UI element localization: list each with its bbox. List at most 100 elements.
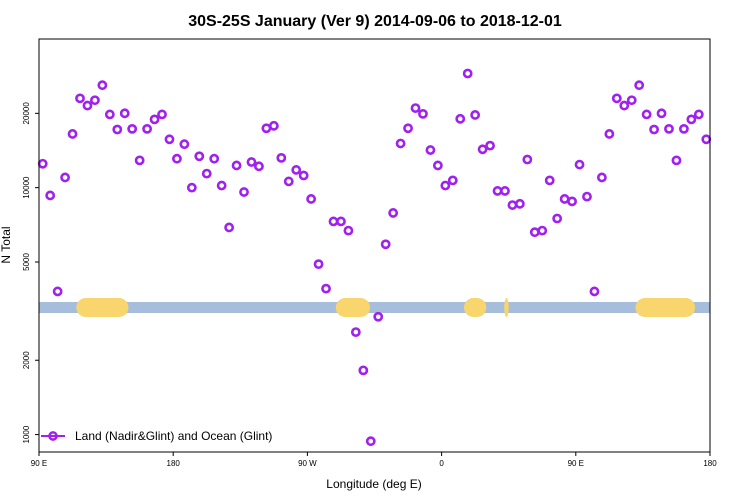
data-point xyxy=(649,124,659,135)
data-point xyxy=(224,222,235,233)
data-point xyxy=(90,95,100,106)
data-point xyxy=(142,123,153,134)
data-point xyxy=(477,144,488,155)
data-point xyxy=(276,152,287,163)
x-tick-label: 90 E xyxy=(568,459,584,468)
data-point xyxy=(507,200,518,210)
x-tick-label: 180 xyxy=(703,459,717,468)
data-point xyxy=(172,153,182,164)
data-point xyxy=(365,436,376,447)
land-segment xyxy=(335,298,371,317)
data-points xyxy=(37,68,712,447)
legend-marker xyxy=(48,431,58,441)
data-point xyxy=(641,109,652,120)
data-point xyxy=(209,153,220,164)
data-point xyxy=(693,109,704,120)
y-tick-label: 1000 xyxy=(22,425,31,443)
data-point xyxy=(343,225,354,236)
x-tick-label: 90 E xyxy=(31,459,47,468)
data-point xyxy=(261,123,272,134)
data-point xyxy=(492,186,503,196)
data-point xyxy=(679,123,689,134)
data-point xyxy=(634,80,645,91)
data-point xyxy=(186,182,197,193)
data-point xyxy=(671,155,682,166)
data-point xyxy=(246,157,257,167)
y-axis-label: N Total xyxy=(0,226,13,263)
data-point xyxy=(589,286,600,297)
data-point xyxy=(514,198,525,209)
x-tick-label: 90 W xyxy=(298,459,317,468)
data-point xyxy=(67,129,78,139)
data-point xyxy=(373,311,384,322)
data-point xyxy=(395,138,406,149)
data-point xyxy=(127,123,138,134)
data-point xyxy=(239,187,249,197)
data-point xyxy=(537,225,548,236)
data-point xyxy=(440,180,451,191)
data-point xyxy=(254,161,264,172)
data-point xyxy=(37,158,48,169)
data-point xyxy=(619,100,630,111)
y-axis: 1000 2000 5000 10000 20000 xyxy=(22,102,39,443)
data-point xyxy=(447,175,458,186)
data-point xyxy=(582,191,592,202)
x-tick-label: 180 xyxy=(167,459,181,468)
y-tick-label: 2000 xyxy=(22,351,31,369)
data-point xyxy=(164,134,175,145)
data-point xyxy=(97,80,108,91)
data-point xyxy=(104,109,115,120)
x-tick-label: 0 xyxy=(439,459,444,468)
land-ocean-band xyxy=(39,298,710,317)
y-tick-label: 20000 xyxy=(22,102,31,125)
data-point xyxy=(194,151,205,162)
plot-frame xyxy=(38,38,711,453)
land-segment xyxy=(76,298,129,317)
data-point xyxy=(485,140,495,151)
data-point xyxy=(596,172,607,183)
data-point xyxy=(455,113,466,124)
data-point xyxy=(291,165,302,175)
data-point xyxy=(134,155,145,166)
data-point xyxy=(45,190,56,201)
data-point xyxy=(328,216,339,227)
data-point xyxy=(268,120,279,131)
data-point xyxy=(298,170,309,181)
data-point xyxy=(559,194,570,204)
x-axis: 90 E 180 90 W 0 90 E 180 xyxy=(31,452,717,468)
data-point xyxy=(350,327,361,338)
data-point xyxy=(149,114,160,125)
land-segment xyxy=(504,298,509,317)
data-point xyxy=(626,95,637,106)
data-point xyxy=(664,123,674,134)
data-point xyxy=(112,124,123,135)
data-point xyxy=(306,194,317,204)
data-point xyxy=(75,93,85,104)
data-point xyxy=(686,114,697,125)
data-point xyxy=(462,68,473,79)
data-point xyxy=(179,139,190,150)
data-point xyxy=(604,129,615,139)
data-point xyxy=(358,365,369,376)
data-point xyxy=(388,208,399,218)
data-point xyxy=(321,283,331,294)
legend-label: Land (Nadir&Glint) and Ocean (Glint) xyxy=(75,429,272,443)
data-point xyxy=(611,93,622,104)
data-point xyxy=(701,134,712,145)
data-point xyxy=(82,100,93,111)
data-point xyxy=(529,227,540,238)
data-point xyxy=(231,160,242,171)
data-point xyxy=(201,168,212,179)
x-axis-label: Longitude (deg E) xyxy=(326,477,421,491)
data-point xyxy=(567,196,577,207)
data-point xyxy=(336,216,346,227)
data-point xyxy=(119,108,130,119)
data-point xyxy=(552,213,563,224)
data-point xyxy=(656,108,667,119)
y-tick-label: 10000 xyxy=(22,176,31,199)
data-point xyxy=(574,159,585,170)
chart-title: 30S-25S January (Ver 9) 2014-09-06 to 20… xyxy=(188,13,562,30)
data-point xyxy=(283,176,294,187)
data-point xyxy=(432,160,443,171)
